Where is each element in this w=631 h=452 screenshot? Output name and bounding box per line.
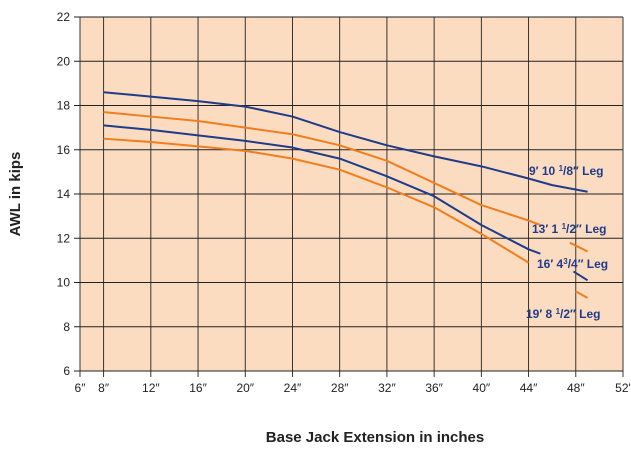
- y-tick-label: 14: [57, 187, 71, 201]
- series-line: [103, 111, 541, 226]
- series-line: [103, 91, 588, 193]
- series-label: 9′ 10 1/8″ Leg: [529, 164, 603, 179]
- series-label: 16′ 43/4″ Leg: [537, 257, 608, 272]
- y-tick-label: 20: [57, 54, 71, 68]
- x-tick-label: 40″: [473, 381, 491, 395]
- x-tick-label: 16″: [189, 381, 207, 395]
- y-axis-title: AWL in kips: [7, 152, 24, 237]
- x-tick-label: 6″: [75, 381, 87, 395]
- y-tick-label: 22: [57, 10, 71, 24]
- y-tick-label: 10: [57, 276, 71, 290]
- series-lines: [103, 91, 589, 299]
- x-tick-label: 36″: [425, 381, 443, 395]
- x-tick-label: 48″: [567, 381, 585, 395]
- series-line-tail: [569, 241, 589, 253]
- x-tick-label: 44″: [520, 381, 538, 395]
- y-axis-ticks: 6 8 10 12 14 16 18 20 22: [57, 10, 71, 378]
- x-tick-label: 28″: [331, 381, 349, 395]
- y-tick-label: 12: [57, 231, 71, 245]
- y-tick-label: 18: [57, 99, 71, 113]
- x-tick-label: 24″: [284, 381, 302, 395]
- series-label: 19′ 8 1/2″ Leg: [526, 307, 600, 322]
- x-tick-label: 12″: [142, 381, 160, 395]
- series-labels: 9′ 10 1/8″ Leg 13′ 1 1/2″ Leg 16′ 43/4″ Le…: [526, 164, 608, 322]
- y-tick-label: 6: [63, 364, 70, 378]
- x-axis-title: Base Jack Extension in inches: [266, 429, 484, 446]
- series-line-tail: [572, 270, 589, 282]
- x-tick-label: 52': [615, 381, 631, 395]
- series-line-tail: [575, 290, 589, 299]
- series-line: [103, 137, 530, 264]
- x-tick-label: 32″: [378, 381, 396, 395]
- series-label: 13′ 1 1/2″ Leg: [532, 222, 606, 237]
- series-line: [103, 124, 541, 255]
- grid: [74, 16, 624, 377]
- x-axis-ticks: 6″ 8″ 12″ 16″ 20″ 24″ 28″ 32″ 36″ 40″ 44″ 48″ 52': [75, 381, 631, 395]
- x-tick-label: 8″: [98, 381, 110, 395]
- x-tick-label: 20″: [236, 381, 254, 395]
- y-tick-label: 16: [57, 143, 71, 157]
- y-tick-label: 8: [63, 320, 70, 334]
